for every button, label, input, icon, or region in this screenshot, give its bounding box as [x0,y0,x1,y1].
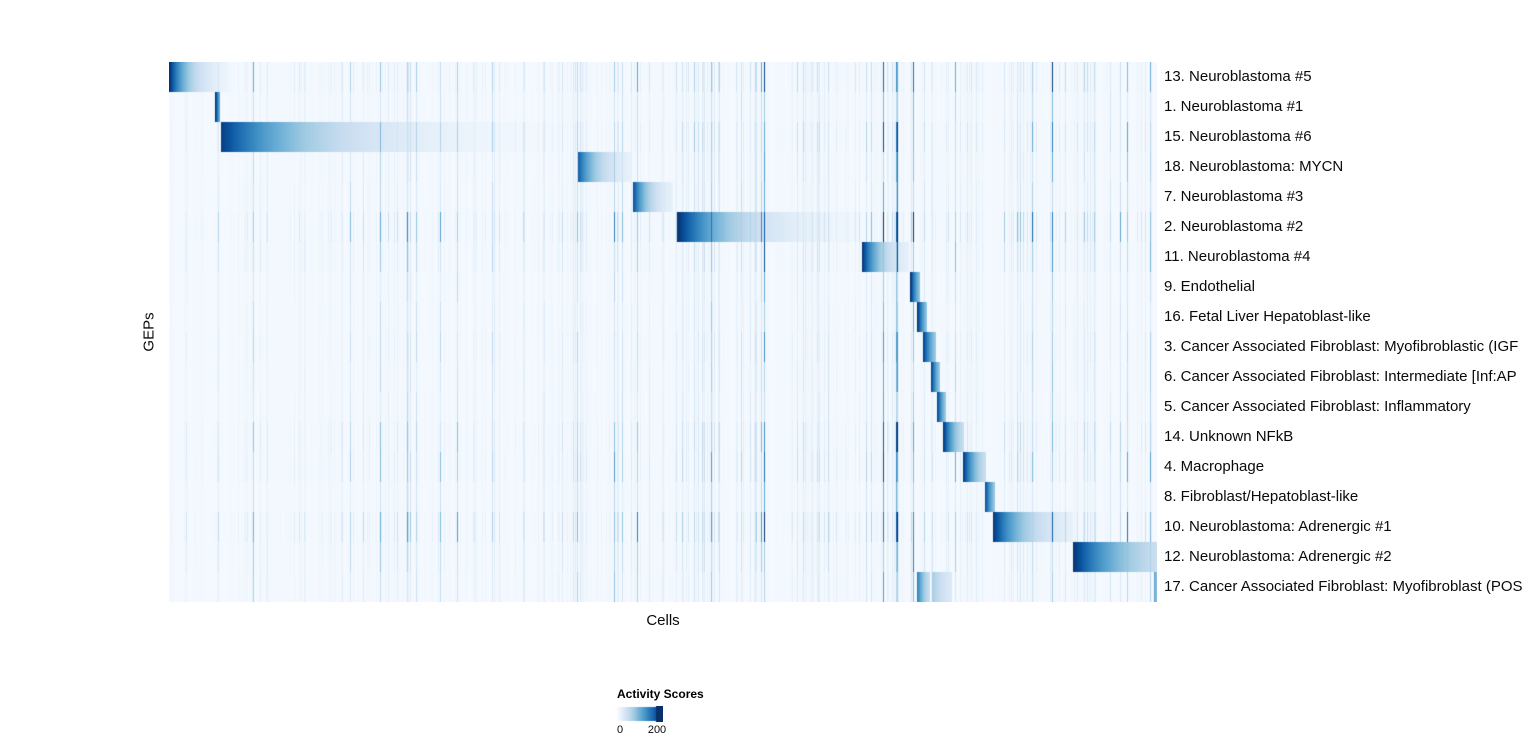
colorbar-legend: Activity Scores 0 200 [617,687,704,738]
row-label: 3. Cancer Associated Fibroblast: Myofibr… [1164,338,1519,355]
row-label: 2. Neuroblastoma #2 [1164,218,1304,235]
row-label: 16. Fetal Liver Hepatoblast-like [1164,308,1371,325]
row-label: 4. Macrophage [1164,458,1265,475]
colorbar-ticks: 0 200 [616,724,667,738]
y-axis-label: GEPs [140,312,158,352]
row-label: 17. Cancer Associated Fibroblast: Myofib… [1164,578,1523,595]
colorbar-gradient [617,706,663,722]
row-label: 9. Endothelial [1164,278,1255,295]
colorbar-max-label: 200 [647,724,667,736]
row-label: 14. Unknown NFkB [1164,428,1294,445]
row-label: 5. Cancer Associated Fibroblast: Inflamm… [1164,398,1471,415]
row-labels: 13. Neuroblastoma #5 1. Neuroblastoma #1 1… [1164,62,1540,602]
row-label: 6. Cancer Associated Fibroblast: Interme… [1164,368,1517,385]
row-label: 8. Fibroblast/Hepatoblast-like [1164,488,1359,505]
row-label: 11. Neuroblastoma #4 [1164,248,1311,265]
legend-title: Activity Scores [617,687,704,701]
x-axis-label: Cells [646,612,680,629]
row-label: 7. Neuroblastoma #3 [1164,188,1304,205]
row-label: 10. Neuroblastoma: Adrenergic #1 [1164,518,1392,535]
row-label: 12. Neuroblastoma: Adrenergic #2 [1164,548,1392,565]
row-label: 1. Neuroblastoma #1 [1164,98,1304,115]
row-label: 13. Neuroblastoma #5 [1164,68,1312,85]
heatmap-canvas [169,62,1157,602]
row-label: 15. Neuroblastoma #6 [1164,128,1312,145]
colorbar-min-label: 0 [616,724,624,736]
row-label: 18. Neuroblastoma: MYCN [1164,158,1344,175]
